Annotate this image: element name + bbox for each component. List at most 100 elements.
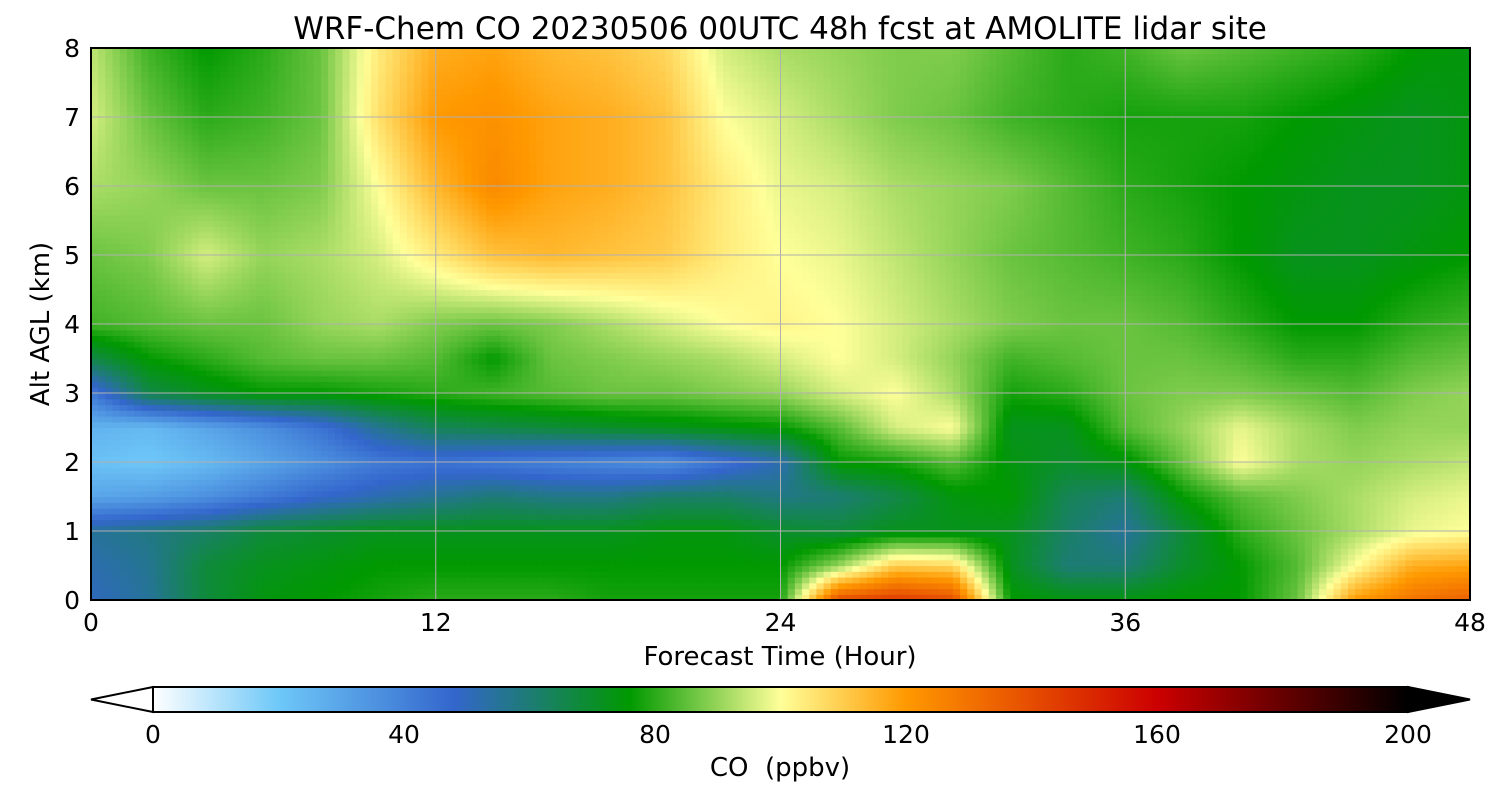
heatmap-cell [385, 536, 394, 544]
heatmap-cell [1197, 582, 1205, 590]
heatmap-cell [1448, 467, 1457, 475]
heatmap-cell [1412, 536, 1421, 544]
heatmap-cell [457, 536, 466, 544]
heatmap-cell [91, 548, 99, 555]
heatmap-cell [155, 473, 164, 480]
heatmap-cell [809, 450, 818, 457]
heatmap-cell [98, 577, 106, 584]
heatmap-cell [284, 485, 293, 492]
heatmap-cell [974, 582, 983, 590]
heatmap-cell [170, 508, 178, 515]
heatmap-cell [723, 502, 731, 509]
heatmap-cell [399, 479, 408, 486]
heatmap-cell [1383, 485, 1392, 492]
heatmap-cell [335, 588, 343, 595]
heatmap-cell [1412, 559, 1421, 567]
heatmap-cell [198, 508, 207, 515]
heatmap-cell [1240, 479, 1248, 486]
heatmap-cell [442, 594, 451, 600]
heatmap-cell [615, 467, 624, 475]
heatmap-cell [758, 490, 767, 498]
heatmap-cell [1225, 508, 1234, 515]
heatmap-cell [1082, 565, 1090, 572]
heatmap-cell [399, 496, 408, 503]
heatmap-cell [1118, 582, 1126, 590]
heatmap-cell [938, 542, 947, 549]
heatmap-cell [881, 496, 889, 503]
heatmap-cell [155, 542, 164, 549]
heatmap-cell [744, 542, 753, 549]
heatmap-cell [1053, 496, 1062, 503]
heatmap-cell [1383, 542, 1392, 549]
heatmap-cell [155, 565, 164, 572]
heatmap-cell [363, 525, 372, 532]
heatmap-cell [1319, 565, 1327, 572]
heatmap-cell [1326, 485, 1335, 492]
heatmap-cell [292, 531, 300, 538]
heatmap-cell [1003, 536, 1011, 544]
heatmap-cell [1060, 519, 1069, 526]
heatmap-cell [141, 582, 150, 590]
heatmap-cell [105, 473, 114, 480]
heatmap-cell [1290, 531, 1299, 538]
heatmap-cell [126, 485, 135, 492]
heatmap-cell [794, 582, 803, 590]
heatmap-cell [974, 554, 983, 561]
heatmap-cell [988, 467, 997, 475]
heatmap-cell [1089, 559, 1098, 567]
heatmap-cell [1031, 536, 1040, 544]
heatmap-cell [1398, 479, 1406, 486]
heatmap-cell [651, 485, 659, 492]
heatmap-cell [866, 542, 875, 549]
heatmap-cell [292, 473, 300, 480]
heatmap-cell [665, 462, 674, 469]
heatmap-cell [1254, 450, 1263, 457]
heatmap-cell [550, 490, 559, 498]
heatmap-cell [241, 450, 250, 457]
heatmap-cell [1096, 479, 1105, 486]
heatmap-cell [572, 479, 580, 486]
heatmap-cell [1089, 548, 1098, 555]
heatmap-cell [1175, 467, 1184, 475]
heatmap-cell [830, 462, 839, 469]
heatmap-cell [407, 548, 415, 555]
heatmap-cell [134, 485, 142, 492]
heatmap-cell [629, 479, 638, 486]
heatmap-cell [1441, 548, 1450, 555]
heatmap-cell [385, 467, 394, 475]
heatmap-cell [658, 594, 667, 600]
heatmap-cell [407, 508, 415, 515]
heatmap-cell [1426, 582, 1435, 590]
heatmap-cell [701, 577, 710, 584]
heatmap-cell [277, 462, 286, 469]
heatmap-cell [679, 582, 688, 590]
heatmap-cell [335, 559, 343, 567]
heatmap-cell [895, 577, 904, 584]
heatmap-cell [802, 525, 810, 532]
heatmap-cell [766, 467, 774, 475]
heatmap-cell [1024, 450, 1033, 457]
heatmap-cell [967, 525, 976, 532]
heatmap-cell [672, 571, 681, 578]
heatmap-cell [615, 496, 624, 503]
heatmap-cell [852, 536, 861, 544]
heatmap-cell [1211, 496, 1220, 503]
heatmap-cell [507, 490, 516, 498]
heatmap-cell [1168, 588, 1177, 595]
heatmap-cell [507, 536, 516, 544]
heatmap-cell [873, 467, 882, 475]
heatmap-cell [471, 496, 480, 503]
heatmap-cell [241, 582, 250, 590]
heatmap-cell [263, 548, 272, 555]
heatmap-cell [1139, 467, 1148, 475]
heatmap-cell [988, 536, 997, 544]
heatmap-cell [1161, 571, 1169, 578]
heatmap-cell [945, 473, 954, 480]
heatmap-cell [249, 531, 257, 538]
heatmap-cell [751, 508, 760, 515]
heatmap-cell [1376, 485, 1385, 492]
heatmap-cell [371, 473, 379, 480]
heatmap-cell [198, 485, 207, 492]
heatmap-cell [1347, 502, 1356, 509]
heatmap-cell [780, 542, 789, 549]
